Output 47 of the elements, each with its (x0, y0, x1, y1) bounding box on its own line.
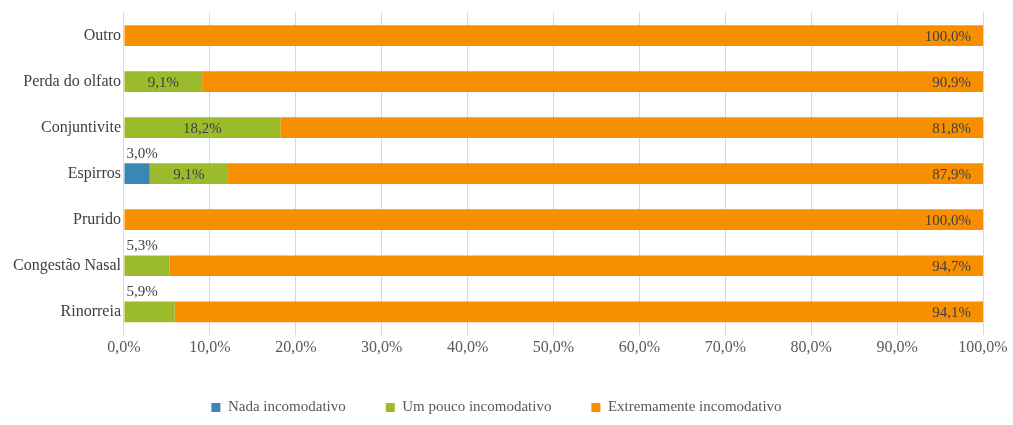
bar (124, 71, 203, 92)
data-label: 94,7% (932, 257, 971, 274)
x-tick-label: 70,0% (704, 337, 746, 355)
y-tick-label: Congestão Nasal (12, 255, 122, 274)
bar (124, 255, 170, 277)
bar (124, 301, 175, 323)
x-tick-label: 40,0% (446, 337, 489, 355)
y-tick-label: Espirros (67, 163, 121, 182)
x-tick-label: 10,0% (189, 337, 231, 355)
x-tick-label: 50,0% (532, 337, 575, 355)
bar (202, 71, 983, 92)
data-label: 100,0% (924, 27, 971, 44)
data-label: 5,9% (126, 283, 158, 300)
data-label: 81,8% (932, 119, 971, 136)
bar (124, 163, 150, 185)
legend-label: Um pouco incomodativo (402, 398, 552, 415)
data-label: 3,0% (126, 145, 158, 162)
x-tick-label: 60,0% (618, 337, 661, 355)
x-tick-label: 90,0% (876, 337, 918, 355)
data-label: 18,2% (183, 119, 222, 136)
y-tick-label: Perda do olfato (23, 71, 121, 89)
legend-label: Extremamente incomodativo (607, 398, 782, 415)
bar (124, 117, 281, 139)
x-tick-label: 100,0% (958, 337, 1008, 355)
data-label: 87,9% (932, 165, 971, 182)
x-tick-label: 30,0% (361, 337, 403, 355)
x-tick-label: 0,0% (107, 337, 141, 355)
legend-label: Nada incomodativo (227, 398, 346, 415)
bar (124, 209, 983, 231)
bar (227, 163, 983, 185)
data-label: 9,1% (173, 165, 205, 182)
data-label: 9,1% (147, 73, 179, 90)
data-label: 90,9% (932, 73, 971, 90)
bar (169, 255, 983, 277)
y-tick-label: Conjuntivite (40, 117, 121, 136)
bar (124, 25, 983, 46)
y-tick-label: Rinorreia (60, 301, 121, 319)
data-label: 5,3% (126, 237, 158, 254)
data-label: 100,0% (924, 211, 971, 228)
bar (174, 301, 983, 323)
x-tick-label: 80,0% (790, 337, 832, 355)
data-label: 94,1% (932, 303, 971, 320)
bar (280, 117, 983, 139)
x-tick-label: 20,0% (275, 337, 317, 355)
y-tick-label: Prurido (72, 209, 121, 227)
y-tick-label: Outro (83, 25, 121, 43)
bar (149, 163, 228, 185)
